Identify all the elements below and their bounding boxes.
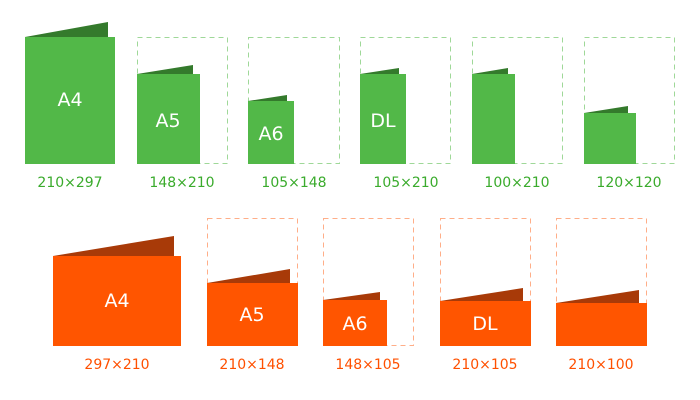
format-name-landscape-a6: A6 <box>342 313 368 335</box>
format-name-portrait-a4: A4 <box>57 89 83 111</box>
size-label-landscape-210x100: 210×100 <box>568 357 634 373</box>
size-label-landscape-a4: 297×210 <box>84 357 150 373</box>
size-label-landscape-a6: 148×105 <box>335 357 401 373</box>
size-label-portrait-100x210: 100×210 <box>484 175 550 191</box>
format-name-portrait-a5: A5 <box>155 110 181 132</box>
card-portrait-100x210 <box>472 37 563 164</box>
format-name-portrait-dl: DL <box>370 110 396 132</box>
size-label-portrait-a6: 105×148 <box>261 175 327 191</box>
size-label-portrait-dl: 105×210 <box>373 175 439 191</box>
card-portrait-a4 <box>25 22 115 164</box>
format-name-landscape-dl: DL <box>472 313 498 335</box>
size-label-portrait-120x120: 120×120 <box>596 175 662 191</box>
size-label-landscape-dl: 210×105 <box>452 357 518 373</box>
format-name-landscape-a4: A4 <box>104 290 130 312</box>
size-label-landscape-a5: 210×148 <box>219 357 285 373</box>
card-landscape-210x100 <box>556 218 647 346</box>
card-landscape-a5 <box>207 218 298 346</box>
card-landscape-dl <box>440 218 531 346</box>
card-portrait-120x120 <box>584 37 675 164</box>
size-label-portrait-a5: 148×210 <box>149 175 215 191</box>
format-name-portrait-a6: A6 <box>258 123 284 145</box>
card-landscape-a4 <box>53 236 181 346</box>
format-name-landscape-a5: A5 <box>239 304 265 326</box>
card-landscape-a6 <box>323 218 414 346</box>
card-portrait-a6 <box>248 37 340 164</box>
card-portrait-dl <box>360 37 451 164</box>
card-portrait-a5 <box>137 37 228 164</box>
size-label-portrait-a4: 210×297 <box>37 175 103 191</box>
